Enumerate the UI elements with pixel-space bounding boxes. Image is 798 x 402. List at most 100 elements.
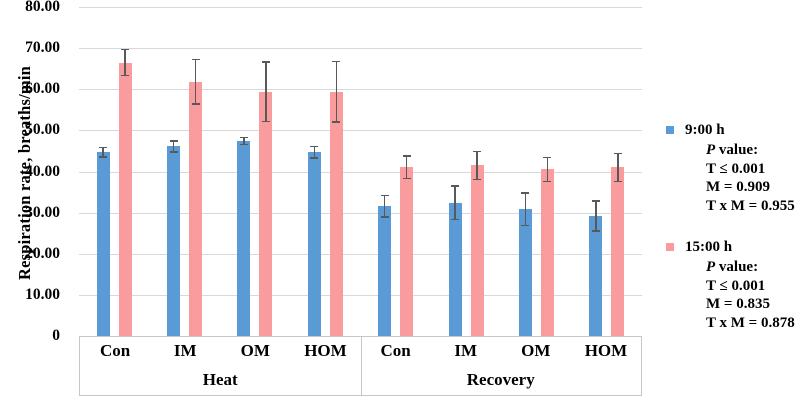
category-label: OM [240,341,270,360]
error-bar [591,200,600,232]
gridline [79,89,642,91]
y-tick-label: 20.00 [25,244,60,262]
bar-1500h-im-5 [470,165,484,336]
bar-1500h-om-2 [259,91,273,336]
error-bar-part [335,60,338,123]
category-label: Con [380,341,411,360]
error-bar-part [402,155,411,157]
error-bar-part [310,157,319,159]
error-bar-part [261,61,270,63]
error-bar-part [313,145,316,159]
error-bar-part [380,216,389,218]
legend-series-label: 15:00 h [685,239,733,255]
category-label: OM [521,341,551,360]
error-bar-part [310,145,319,148]
category-label: IM [173,341,197,360]
error-bar-part [524,192,527,227]
bar-900h-im-5 [448,202,462,336]
bar-1500h-con-4 [400,167,414,336]
gridline [79,253,642,255]
legend-entry: 9:00 h P value: T ≤ 0.001 M = 0.909 T x M = … [666,120,798,215]
error-bar-part [543,180,552,183]
legend-stat-line: T ≤ 0.001 [706,277,766,294]
error-bar [473,150,482,181]
category-label: HOM [584,341,628,360]
y-tick-label: 50.00 [25,121,60,139]
legend-stat-line: M = 0.835 [706,296,770,312]
bar-900h-om-6 [518,209,532,336]
bar-900h-om-2 [237,141,251,336]
error-bar-part [473,178,482,181]
bar-1500h-om-6 [540,169,554,336]
error-bar-part [194,58,197,105]
legend-stat-line: T x M = 0.955 [706,197,795,214]
legend-series-label: 9:00 h [685,122,725,138]
error-bar-part [476,150,478,181]
error-bar-part [521,224,530,227]
error-bar-part [613,180,622,183]
category-label-row: Con IM OM HOM Con IM OM HOM [80,337,641,365]
error-bar-part [451,185,460,187]
error-bar-part [191,103,200,105]
bar-900h-con-0 [96,152,110,336]
bar-900h-hom-3 [307,152,321,336]
error-bar-part [595,200,597,232]
error-bar-part [243,136,245,146]
error-bar-part [591,230,600,232]
error-bar-part [473,150,482,153]
error-bar-part [169,140,178,142]
error-bar-part [191,58,200,61]
error-bar [310,145,319,159]
error-bar-part [239,143,248,146]
gridline [79,294,642,296]
error-bar-part [261,120,270,123]
plot-area [79,7,642,336]
error-bar-part [102,146,104,158]
y-tick-label: 80.00 [25,0,60,15]
y-axis-tick-labels: 80.00 70.00 60.00 50.00 40.00 30.00 20.0… [0,0,62,402]
category-label: HOM [304,341,347,360]
error-bar [239,136,248,146]
error-bar-part [380,194,389,197]
legend-stat-line: T x M = 0.878 [706,314,795,331]
error-bar-part [172,140,175,153]
error-bar [543,156,552,183]
error-bar-part [546,156,549,183]
error-bar [402,155,411,180]
error-bar [169,140,178,153]
error-bar [121,48,130,77]
legend-stats-block: P value: T ≤ 0.001 M = 0.835 T x M = 0.878 [706,258,798,332]
group-label-row: Heat Recovery [80,365,641,395]
error-bar-part [617,152,619,183]
error-bar-part [543,156,552,159]
bar-1500h-con-0 [118,62,132,336]
error-bar-part [121,74,130,77]
error-bar [521,192,530,227]
bar-1500h-im-1 [189,81,203,336]
error-bar-part [405,155,408,180]
legend-swatch-icon [666,126,674,134]
error-bar-part [99,156,108,158]
legend-stat-line: M = 0.909 [706,179,770,195]
y-tick-label: 70.00 [25,39,60,57]
category-label: Con [99,341,131,360]
error-bar-part [169,151,178,153]
y-tick-label: 30.00 [25,203,60,221]
error-bar [451,185,460,220]
bar-900h-hom-7 [589,215,603,336]
y-tick-label: 40.00 [25,162,60,180]
error-bar [99,146,108,158]
y-tick-label: 10.00 [25,285,60,303]
error-bar-part [265,61,267,123]
y-tick-label: 0 [52,327,60,344]
gridline [79,48,642,50]
error-bar [380,194,389,218]
category-label: IM [454,341,478,360]
bar-1500h-hom-7 [611,167,625,336]
error-bar-part [124,48,126,77]
bar-900h-im-1 [167,146,181,336]
legend-entry: 15:00 h P value: T ≤ 0.001 M = 0.835 T x M =… [666,237,798,332]
error-bar [191,58,200,105]
gridline [79,7,642,8]
